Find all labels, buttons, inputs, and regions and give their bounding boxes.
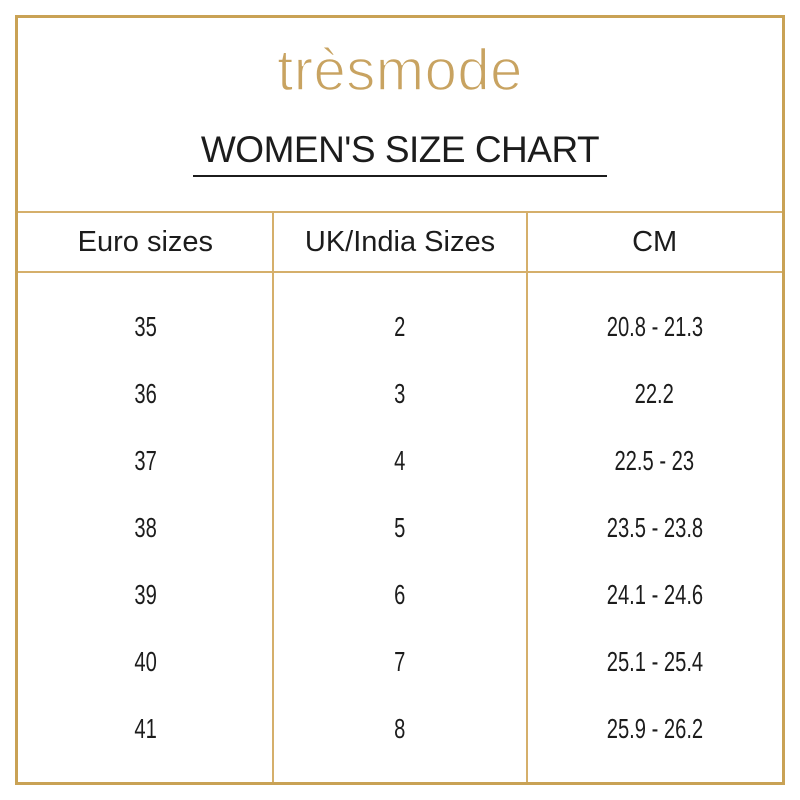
cell-cm-range: 25.1 - 25.4 [527, 628, 782, 695]
uk-india-size-value: 6 [394, 578, 406, 610]
cm-range-value: 25.1 - 25.4 [606, 645, 703, 677]
table-row: 40 7 25.1 - 25.4 [18, 628, 782, 695]
cell-cm-range: 23.5 - 23.8 [527, 494, 782, 561]
brand-area: trèsmode WOMEN'S SIZE CHART [18, 18, 782, 211]
cell-euro-size: 35 [18, 293, 273, 360]
cm-range-value: 25.9 - 26.2 [606, 712, 703, 744]
cm-range-value: 22.5 - 23 [614, 444, 695, 476]
cell-uk-india-size: 2 [273, 293, 528, 360]
euro-size-value: 38 [134, 511, 157, 543]
uk-india-size-value: 8 [394, 712, 406, 744]
cell-euro-size: 39 [18, 561, 273, 628]
uk-india-size-value: 3 [394, 377, 406, 409]
table-row: 41 8 25.9 - 26.2 [18, 695, 782, 762]
cell-euro-size: 40 [18, 628, 273, 695]
column-header-euro-sizes: Euro sizes [77, 225, 214, 258]
brand-logo: trèsmode [276, 38, 523, 103]
cm-range-value: 24.1 - 24.6 [606, 578, 703, 610]
page-title: WOMEN'S SIZE CHART [192, 131, 608, 177]
table-header-row: Euro sizes UK/India Sizes CM [18, 211, 782, 273]
column-header-uk-india-sizes: UK/India Sizes [304, 225, 496, 258]
table-row: 35 2 20.8 - 21.3 [18, 293, 782, 360]
euro-size-value: 41 [134, 712, 157, 744]
table-row: 39 6 24.1 - 24.6 [18, 561, 782, 628]
euro-size-value: 40 [134, 645, 157, 677]
cell-uk-india-size: 8 [273, 695, 528, 762]
euro-size-value: 37 [134, 444, 157, 476]
cell-euro-size: 41 [18, 695, 273, 762]
table-row: 38 5 23.5 - 23.8 [18, 494, 782, 561]
column-header-cm: CM [632, 225, 678, 258]
cell-cm-range: 22.5 - 23 [527, 427, 782, 494]
column-divider-2 [526, 211, 529, 782]
cell-uk-india-size: 6 [273, 561, 528, 628]
uk-india-size-value: 5 [394, 511, 406, 543]
outer-frame: trèsmode WOMEN'S SIZE CHART Euro sizes U… [15, 15, 785, 785]
cell-cm-range: 24.1 - 24.6 [527, 561, 782, 628]
size-chart-table: Euro sizes UK/India Sizes CM 35 2 20.8 -… [18, 211, 782, 782]
cell-euro-size: 38 [18, 494, 273, 561]
cm-range-value: 22.2 [635, 377, 675, 409]
cell-cm-range: 22.2 [527, 360, 782, 427]
cell-uk-india-size: 3 [273, 360, 528, 427]
table-body: 35 2 20.8 - 21.3 36 3 22.2 [18, 273, 782, 782]
uk-india-size-value: 7 [394, 645, 406, 677]
cm-range-value: 23.5 - 23.8 [606, 511, 703, 543]
euro-size-value: 35 [134, 310, 157, 342]
euro-size-value: 39 [134, 578, 157, 610]
table-row: 37 4 22.5 - 23 [18, 427, 782, 494]
cell-euro-size: 37 [18, 427, 273, 494]
cell-uk-india-size: 4 [273, 427, 528, 494]
euro-size-value: 36 [134, 377, 157, 409]
cell-cm-range: 25.9 - 26.2 [527, 695, 782, 762]
cell-cm-range: 20.8 - 21.3 [527, 293, 782, 360]
cell-uk-india-size: 7 [273, 628, 528, 695]
cm-range-value: 20.8 - 21.3 [606, 310, 703, 342]
table-row: 36 3 22.2 [18, 360, 782, 427]
uk-india-size-value: 2 [394, 310, 406, 342]
column-divider-1 [271, 211, 274, 782]
cell-euro-size: 36 [18, 360, 273, 427]
cell-uk-india-size: 5 [273, 494, 528, 561]
uk-india-size-value: 4 [394, 444, 406, 476]
